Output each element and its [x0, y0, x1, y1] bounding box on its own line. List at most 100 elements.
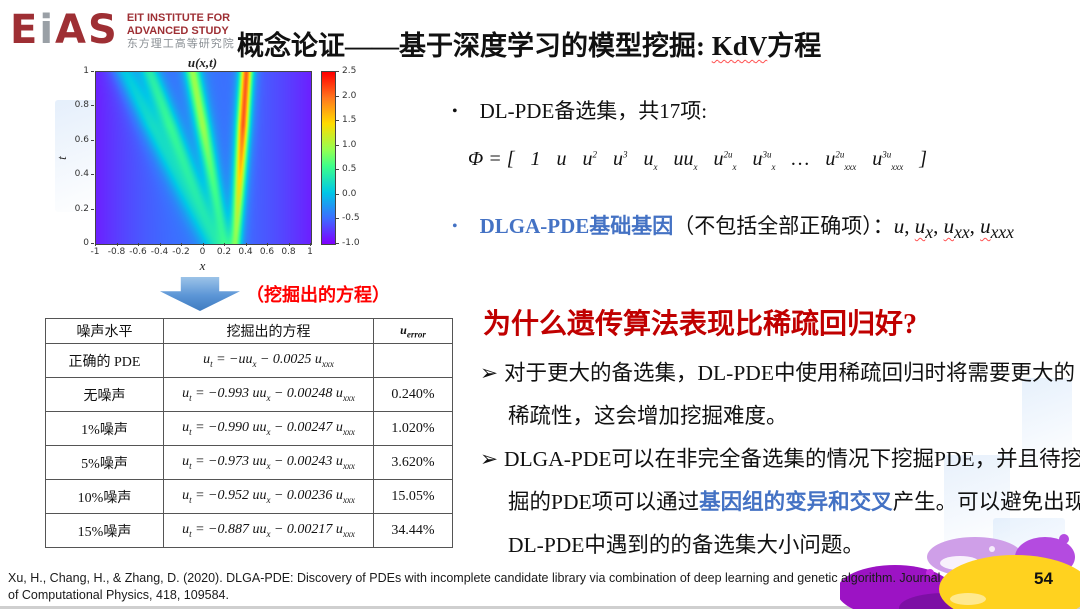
formula-token: u3	[613, 148, 628, 170]
slide-title: 概念论证——基于深度学习的模型挖掘: KdV方程	[237, 31, 822, 61]
x-tick-mark	[138, 243, 139, 246]
y-tick-mark	[91, 105, 94, 107]
x-axis-label: x	[199, 258, 206, 273]
bullet-dot-icon: •	[452, 103, 458, 120]
colorbar-tick-label: 2.5	[342, 66, 357, 76]
x-tick-mark	[288, 243, 290, 246]
noise-level-cell: 正确的 PDE	[45, 343, 164, 378]
y-tick-mark	[91, 174, 94, 176]
heatmap-canvas	[95, 71, 312, 245]
background-cube-decoration	[1022, 378, 1072, 466]
equation-cell: ut = −0.887 uux − 0.00217 uxxx	[163, 513, 374, 548]
y-tick-label: 0.6	[74, 134, 89, 145]
x-tick-label: -0.2	[172, 247, 190, 257]
citation: Xu, H., Chang, H., & Zhang, D. (2020). D…	[8, 571, 941, 602]
noise-level-cell: 无噪声	[45, 377, 164, 412]
point-dlga-advantage: ➢ DLGA-PDE可以在非完全备选集的情况下挖掘PDE，并且待挖掘的PDE项可以…	[480, 447, 1080, 557]
formula-token: Φ = [	[468, 148, 515, 170]
table-header-cell: 挖掘出的方程	[163, 318, 374, 344]
logo-text-line1: EIT INSTITUTE FOR	[126, 12, 231, 24]
y-tick-label: 0.8	[74, 100, 89, 111]
x-tick-label: -0.6	[129, 247, 147, 257]
colorbar-canvas	[321, 71, 336, 245]
x-tick-label: -1	[90, 247, 100, 257]
base-genes-bullet: • DLGA-PDE基础基因（不包括全部正确项）：u, ux, uxx, uxxx	[452, 214, 1014, 243]
colorbar-tick-mark	[336, 218, 339, 220]
formula-token: u3uxxx	[872, 148, 904, 172]
y-tick-mark	[91, 71, 94, 72]
formula-token: ]	[919, 148, 928, 170]
x-tick-mark	[245, 243, 247, 246]
formula-token: 1	[530, 148, 541, 170]
colorbar-tick-label: -0.5	[342, 213, 360, 224]
arrow-bullet-icon: ➢	[480, 447, 499, 471]
equation-cell: ut = −0.990 uux − 0.00247 uxxx	[163, 411, 374, 446]
formula-token: …	[791, 148, 810, 170]
table-row: 无噪声 ut = −0.993 uux − 0.00248 uxxx 0.240%	[45, 377, 453, 412]
phi-candidate-formula: Φ = [1 u u2 u3 ux uux u2ux u3ux… u2uxxx u3uxxx]	[468, 148, 927, 172]
colorbar-tick-mark	[336, 243, 339, 244]
noise-level-cell: 5%噪声	[45, 445, 164, 480]
y-tick-label: 0.2	[74, 203, 89, 214]
equation-cell: ut = −0.993 uux − 0.00248 uxxx	[163, 377, 374, 412]
y-axis-label: t	[53, 156, 69, 160]
colorbar-tick-mark	[336, 169, 339, 171]
x-tick-label: 0.8	[281, 247, 296, 257]
gene-term: u	[893, 214, 905, 238]
colorbar-tick-mark	[336, 71, 339, 72]
discovered-equations-table: 噪声水平 挖掘出的方程 uerror 正确的 PDE ut = −uux − 0.00…	[45, 318, 453, 548]
formula-token: u3ux	[752, 148, 776, 172]
slide-title-kdv: KdV	[711, 31, 768, 61]
equation-cell: ut = −0.952 uux − 0.00236 uxxx	[163, 479, 374, 514]
y-tick-mark	[91, 208, 94, 210]
x-tick-mark	[224, 243, 225, 246]
logo-text-line2: ADVANCED STUDY	[126, 25, 229, 37]
background-cube-decoration	[944, 455, 1010, 547]
noise-level-cell: 10%噪声	[45, 479, 164, 514]
colorbar-tick-label: 0.5	[342, 164, 357, 175]
x-tick-mark	[181, 243, 182, 246]
point-sparse-regression: ➢ 对于更大的备选集，DL-PDE中使用稀疏回归时将需要更大的稀疏性，这会增加挖掘…	[480, 361, 1075, 428]
gene-term: uxx	[943, 214, 970, 243]
x-tick-label: 0.4	[238, 247, 253, 257]
formula-token: u2	[582, 148, 598, 170]
table-header-row: 噪声水平 挖掘出的方程 uerror	[45, 318, 453, 344]
equation-cell: ut = −uux − 0.0025 uxxx	[163, 343, 374, 378]
noise-level-cell: 1%噪声	[45, 411, 164, 446]
discovered-equation-label: （挖掘出的方程）	[246, 285, 390, 305]
bottom-edge-bar	[0, 606, 1080, 609]
error-cell: 34.44%	[373, 513, 453, 548]
colorbar-tick-label: -1.0	[342, 238, 360, 248]
x-tick-label: 0.2	[216, 247, 232, 257]
colorbar-tick-mark	[336, 95, 339, 97]
x-tick-mark	[95, 243, 96, 246]
error-cell: 0.240%	[373, 377, 453, 412]
gene-term: ux	[914, 214, 934, 243]
formula-token: u2uxxx	[825, 148, 857, 172]
y-tick-label: 1	[83, 66, 89, 76]
x-tick-mark	[159, 243, 161, 246]
kdv-heatmap-figure: u(x,t) -1 -0.8 -0.6 -0.4 -0.2 0 0.2 0.4 0.6 0.8 1 0…	[54, 55, 458, 276]
x-tick-label: 0.6	[259, 247, 275, 257]
x-tick-label: 0	[199, 247, 206, 257]
gene-mutation-crossover-highlight: 基因组的变异和交叉	[699, 490, 893, 514]
formula-token: uux	[673, 148, 698, 172]
x-tick-mark	[267, 243, 268, 246]
page-number: 54	[1034, 569, 1053, 588]
x-tick-label: 1	[307, 247, 313, 257]
x-tick-label: -0.8	[107, 247, 126, 257]
table-row: 15%噪声 ut = −0.887 uux − 0.00217 uxxx 34.44…	[45, 513, 453, 548]
formula-token: u	[556, 148, 567, 170]
y-tick-label: 0.4	[74, 169, 89, 180]
separator: ,	[969, 214, 981, 238]
logo-mark: EiAS	[10, 7, 119, 53]
colorbar-tick-label: 1.0	[342, 139, 357, 150]
down-arrow-icon	[160, 277, 240, 311]
separator: ,	[904, 214, 915, 238]
formula-token: u2ux	[713, 148, 737, 172]
error-cell: 15.05%	[373, 479, 453, 514]
formula-token: ux	[643, 148, 658, 172]
error-cell: 1.020%	[373, 411, 453, 446]
x-tick-mark	[202, 243, 204, 246]
error-cell	[373, 343, 453, 378]
